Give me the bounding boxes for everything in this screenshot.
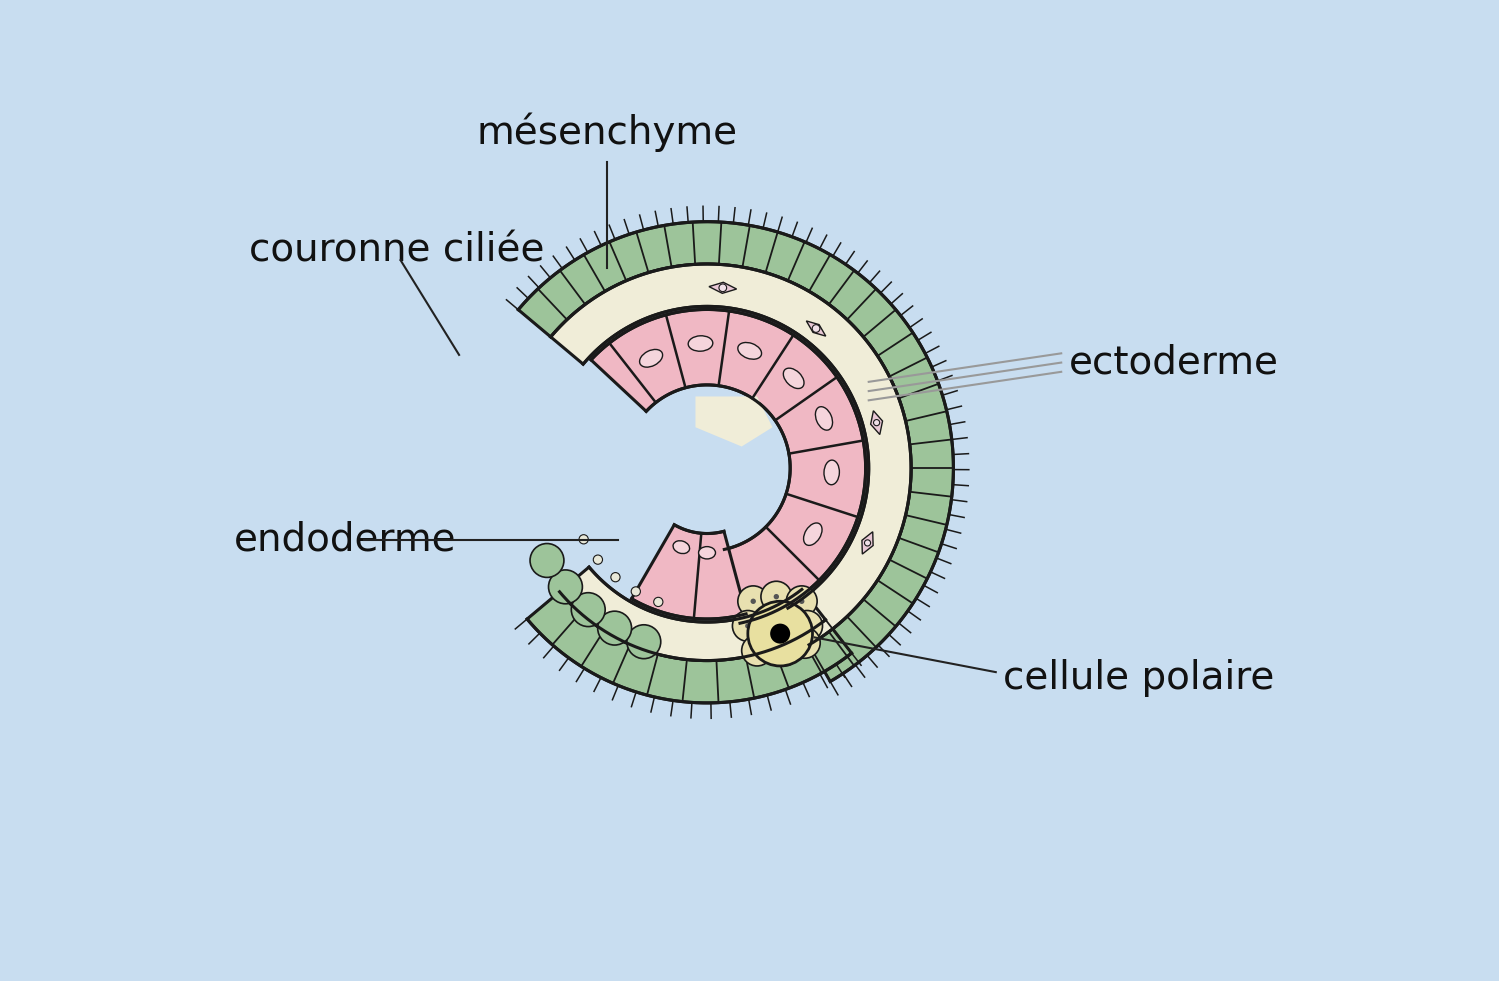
Circle shape [754,647,760,653]
Circle shape [598,611,631,645]
Polygon shape [559,567,826,660]
Text: endoderme: endoderme [234,521,456,559]
Ellipse shape [784,368,803,388]
Polygon shape [806,321,826,336]
Circle shape [738,586,769,617]
Circle shape [610,573,621,582]
Circle shape [790,628,820,658]
Circle shape [748,601,812,666]
Circle shape [812,325,820,333]
Circle shape [781,647,787,653]
Circle shape [549,570,583,603]
Circle shape [579,535,588,543]
Ellipse shape [673,541,690,553]
Circle shape [751,598,755,604]
Circle shape [571,593,606,627]
Ellipse shape [815,407,832,430]
Circle shape [769,635,799,666]
Text: couronne ciliée: couronne ciliée [249,232,544,269]
Circle shape [745,623,751,629]
Circle shape [773,619,779,625]
Circle shape [874,420,880,426]
Circle shape [799,598,805,604]
Circle shape [865,540,871,546]
Ellipse shape [803,523,821,545]
Polygon shape [709,283,736,293]
Circle shape [770,624,790,644]
Circle shape [761,582,791,612]
Ellipse shape [824,460,839,485]
Ellipse shape [699,546,715,559]
Polygon shape [696,396,772,446]
Circle shape [627,625,661,658]
Circle shape [531,543,564,578]
Polygon shape [591,309,865,623]
Ellipse shape [640,349,663,367]
Polygon shape [631,525,747,619]
Circle shape [594,555,603,564]
Text: cellule polaire: cellule polaire [1003,659,1274,697]
Polygon shape [871,411,883,435]
Text: mésenchyme: mésenchyme [477,113,738,152]
Circle shape [761,606,791,638]
Ellipse shape [738,342,761,359]
Circle shape [791,610,823,642]
Polygon shape [550,264,911,645]
Circle shape [720,284,727,291]
Ellipse shape [688,336,714,351]
Circle shape [773,594,779,599]
Text: ectoderme: ectoderme [1069,343,1279,382]
Circle shape [805,623,809,629]
Circle shape [742,635,772,666]
Circle shape [787,586,817,617]
Circle shape [733,610,763,642]
Polygon shape [862,532,872,554]
Circle shape [631,587,640,596]
Circle shape [654,597,663,606]
Circle shape [802,641,808,645]
Polygon shape [528,592,851,703]
Polygon shape [519,222,953,682]
